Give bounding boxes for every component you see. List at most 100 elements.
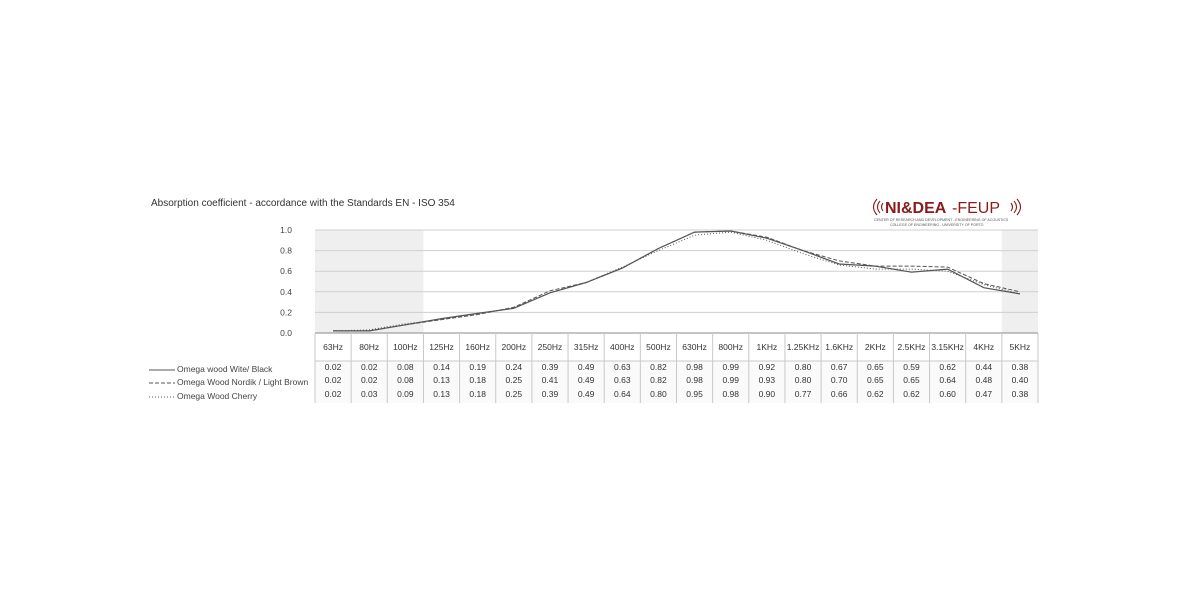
legend-label: Omega wood Wite/ Black	[177, 364, 273, 374]
legend-swatch-dotted	[149, 396, 175, 398]
data-label: 0.65	[867, 362, 884, 372]
data-label: 0.19	[469, 362, 486, 372]
legend-item-3: Omega Wood Cherry	[149, 391, 257, 401]
x-tick-label: 125Hz	[429, 342, 454, 352]
low-frequency-shade	[315, 230, 424, 333]
legend-swatch-solid	[149, 369, 175, 371]
data-label: 0.93	[759, 375, 776, 385]
data-label: 0.82	[650, 362, 667, 372]
data-label: 0.18	[469, 375, 486, 385]
x-tick-label: 100Hz	[393, 342, 418, 352]
data-label: 0.60	[939, 389, 956, 399]
data-label: 0.49	[578, 389, 595, 399]
series-line-solid	[333, 230, 1021, 332]
y-tick-label: 1.0	[280, 225, 292, 235]
data-label: 0.63	[614, 375, 631, 385]
series-line-dashed	[333, 230, 1021, 332]
x-tick-label: 800Hz	[718, 342, 743, 352]
ni-dea-feup-logo: NI&DEA -FEUP CENTER OF RESEARCH AND DEVE…	[872, 198, 1022, 227]
data-label: 0.62	[867, 389, 884, 399]
data-label: 0.44	[976, 362, 993, 372]
data-label: 0.82	[650, 375, 667, 385]
data-label: 0.99	[722, 375, 739, 385]
data-label: 0.98	[722, 389, 739, 399]
data-label: 0.40	[1012, 375, 1029, 385]
data-label: 0.47	[976, 389, 993, 399]
data-label: 0.02	[325, 389, 342, 399]
y-tick-label: 0.2	[280, 307, 292, 317]
y-tick-label: 0.6	[280, 266, 292, 276]
x-tick-label: 2KHz	[865, 342, 886, 352]
legend-swatch-dashed	[149, 382, 175, 384]
series-line-dotted	[333, 231, 1021, 332]
data-label: 0.38	[1012, 389, 1029, 399]
y-tick-label: 0.8	[280, 246, 292, 256]
legend-item-2: Omega Wood Nordik / Light Brown	[149, 377, 308, 387]
x-tick-label: 250Hz	[538, 342, 563, 352]
legend-label: Omega Wood Cherry	[177, 391, 258, 401]
data-label: 0.90	[759, 389, 776, 399]
y-tick-label: 0.4	[280, 287, 292, 297]
data-label: 0.92	[759, 362, 776, 372]
data-label: 0.64	[939, 375, 956, 385]
x-tick-label: 1.6KHz	[825, 342, 853, 352]
legend-item-1: Omega wood Wite/ Black	[149, 364, 272, 374]
data-label: 0.65	[867, 375, 884, 385]
data-label: 0.18	[469, 389, 486, 399]
data-label: 0.02	[325, 362, 342, 372]
data-label: 0.25	[506, 375, 523, 385]
x-tick-label: 1KHz	[756, 342, 777, 352]
data-label: 0.38	[1012, 362, 1029, 372]
logo-caption-line1: CENTER OF RESEARCH AND DEVELOPMENT - ENG…	[874, 218, 1009, 222]
x-tick-label: 1.25KHz	[787, 342, 820, 352]
data-label: 0.49	[578, 362, 595, 372]
data-label: 0.80	[795, 362, 812, 372]
x-tick-label: 5KHz	[1010, 342, 1031, 352]
data-label: 0.02	[361, 362, 378, 372]
chart-title: Absorption coefficient - accordance with…	[151, 198, 455, 209]
data-label: 0.77	[795, 389, 812, 399]
data-label: 0.08	[397, 375, 414, 385]
logo-caption-line2: COLLEGE OF ENGINEERING - UNIVERSITY OF P…	[890, 223, 984, 227]
data-label: 0.63	[614, 362, 631, 372]
x-tick-label: 80Hz	[359, 342, 379, 352]
x-tick-label: 630Hz	[682, 342, 707, 352]
data-label: 0.24	[506, 362, 523, 372]
data-label: 0.70	[831, 375, 848, 385]
x-tick-label: 2.5KHz	[898, 342, 926, 352]
data-label: 0.03	[361, 389, 378, 399]
data-label: 0.80	[650, 389, 667, 399]
data-label: 0.08	[397, 362, 414, 372]
data-label: 0.48	[976, 375, 993, 385]
x-tick-label: 500Hz	[646, 342, 671, 352]
data-label: 0.13	[433, 375, 450, 385]
data-label: 0.14	[433, 362, 450, 372]
x-tick-label: 160Hz	[465, 342, 490, 352]
logo-arcs-left	[872, 198, 884, 216]
data-label: 0.49	[578, 375, 595, 385]
x-tick-label: 63Hz	[323, 342, 343, 352]
high-frequency-shade	[1001, 230, 1038, 333]
data-label: 0.13	[433, 389, 450, 399]
data-label: 0.99	[722, 362, 739, 372]
legend-label: Omega Wood Nordik / Light Brown	[177, 377, 309, 387]
data-label: 0.80	[795, 375, 812, 385]
data-label: 0.95	[686, 389, 703, 399]
data-label: 0.62	[939, 362, 956, 372]
x-tick-label: 400Hz	[610, 342, 635, 352]
data-label: 0.02	[325, 375, 342, 385]
data-label: 0.25	[506, 389, 523, 399]
data-label: 0.66	[831, 389, 848, 399]
logo-main-text: NI&DEA	[885, 200, 947, 217]
data-label: 0.67	[831, 362, 848, 372]
data-label: 0.59	[903, 362, 920, 372]
logo-arcs-right	[1010, 198, 1022, 216]
x-tick-label: 200Hz	[502, 342, 527, 352]
data-label: 0.39	[542, 389, 559, 399]
data-label: 0.98	[686, 375, 703, 385]
data-label: 0.39	[542, 362, 559, 372]
x-tick-label: 315Hz	[574, 342, 599, 352]
data-label: 0.02	[361, 375, 378, 385]
data-label: 0.64	[614, 389, 631, 399]
